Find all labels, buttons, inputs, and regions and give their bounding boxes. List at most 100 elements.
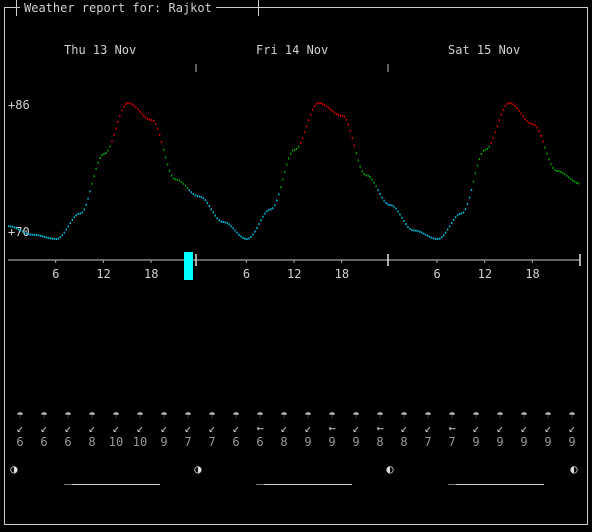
temperature-point: [264, 212, 266, 215]
temperature-point: [29, 233, 32, 236]
temperature-point: [365, 174, 367, 177]
temperature-point: [141, 112, 143, 115]
temperature-point: [236, 231, 238, 234]
temperature-point: [119, 114, 121, 117]
wind-speed-value: 9: [328, 435, 336, 449]
temperature-point: [556, 170, 558, 172]
temperature-point: [188, 189, 191, 192]
temperature-point: [542, 140, 544, 143]
wind-speed-value: 6: [232, 435, 240, 449]
temperature-point: [103, 153, 105, 155]
temperature-point: [450, 222, 453, 224]
temperature-point: [317, 102, 320, 104]
weather-condition-icon: ☂: [40, 407, 48, 421]
temperature-point: [238, 233, 240, 236]
temperature-point: [522, 115, 524, 118]
wind-speed-value: 8: [88, 435, 96, 449]
temperature-point: [200, 195, 203, 198]
temperature-point: [228, 223, 230, 226]
temperature-point: [564, 173, 566, 176]
temperature-point: [478, 158, 481, 161]
temperature-point: [550, 163, 552, 166]
daylight-bar: [72, 484, 160, 485]
temperature-point: [387, 203, 389, 206]
temperature-point: [143, 114, 145, 117]
temperature-point: [315, 102, 318, 105]
temperature-point: [534, 124, 536, 126]
temperature-point: [500, 113, 502, 116]
wind-speed-value: 6: [64, 435, 72, 449]
temperature-point: [518, 109, 520, 112]
wind-speed-value: 9: [472, 435, 480, 449]
weather-condition-icon: ☂: [520, 407, 528, 421]
weather-condition-icon: ☂: [352, 407, 360, 421]
hour-label: 18: [334, 267, 350, 281]
day-label-2: Fri 14 Nov: [256, 43, 329, 57]
temperature-point: [516, 107, 518, 110]
temperature-point: [389, 204, 391, 206]
temperature-point: [494, 131, 496, 134]
temperature-point: [504, 105, 506, 108]
weather-condition-icon: ☂: [424, 407, 432, 421]
temperature-point: [514, 105, 516, 108]
temperature-point: [496, 125, 498, 128]
temperature-point: [208, 205, 210, 207]
wind-direction-icon: ↙: [400, 421, 408, 435]
temperature-point: [274, 204, 276, 207]
wind-speed-value: 6: [16, 435, 24, 449]
temperature-point: [131, 103, 133, 106]
temperature-point: [371, 178, 373, 181]
temperature-point: [178, 179, 181, 182]
weather-condition-icon: ☂: [184, 407, 192, 421]
temperature-point: [135, 106, 137, 109]
temperature-point: [427, 234, 429, 237]
temperature-point: [363, 173, 365, 176]
temperature-point: [37, 234, 40, 237]
temperature-point: [526, 120, 528, 123]
temperature-point: [252, 233, 254, 236]
temperature-point: [180, 181, 183, 183]
temperature-point: [303, 131, 306, 134]
temperature-point: [282, 178, 284, 181]
temperature-point: [437, 238, 439, 240]
temperature-point: [272, 207, 274, 210]
temperature-point: [85, 203, 87, 206]
temperature-point: [147, 117, 149, 120]
temperature-point: [192, 193, 195, 195]
wind-direction-icon: ↙: [88, 421, 96, 435]
title-right-bracket: [258, 0, 259, 16]
day-label-1: Thu 13 Nov: [64, 43, 137, 57]
wind-direction-icon: ↙: [112, 421, 120, 435]
temperature-point: [484, 148, 487, 151]
temperature-point: [419, 230, 421, 233]
temperature-point: [270, 208, 272, 211]
weather-condition-icon: ☂: [472, 407, 480, 421]
temperature-point: [198, 195, 201, 198]
temperature-point: [458, 212, 461, 215]
temperature-point: [343, 115, 346, 118]
temperature-point: [160, 141, 163, 144]
wind-direction-icon: ↙: [544, 421, 552, 435]
temperature-point: [578, 182, 580, 185]
daylight-bar: [456, 484, 544, 485]
current-time-marker: [184, 252, 193, 280]
temperature-point: [570, 178, 572, 180]
wind-direction-icon: ↙: [16, 421, 24, 435]
temperature-point: [333, 111, 336, 114]
wind-speed-value: 9: [544, 435, 552, 449]
temperature-point: [93, 175, 95, 178]
weather-condition-icon: ☂: [112, 407, 120, 421]
wind-direction-icon: ↙: [64, 421, 72, 435]
weather-condition-icon: ☂: [448, 407, 456, 421]
temperature-point: [321, 102, 324, 105]
temperature-point: [47, 236, 50, 239]
temperature-point: [359, 165, 361, 168]
wind-direction-icon: ←: [376, 421, 384, 435]
temperature-point: [474, 172, 477, 175]
temperature-point: [355, 152, 357, 155]
wind-speed-value: 7: [424, 435, 432, 449]
hour-label: 18: [525, 267, 540, 281]
temperature-point: [162, 148, 165, 151]
temperature-point: [95, 167, 97, 170]
temperature-point: [562, 171, 564, 174]
